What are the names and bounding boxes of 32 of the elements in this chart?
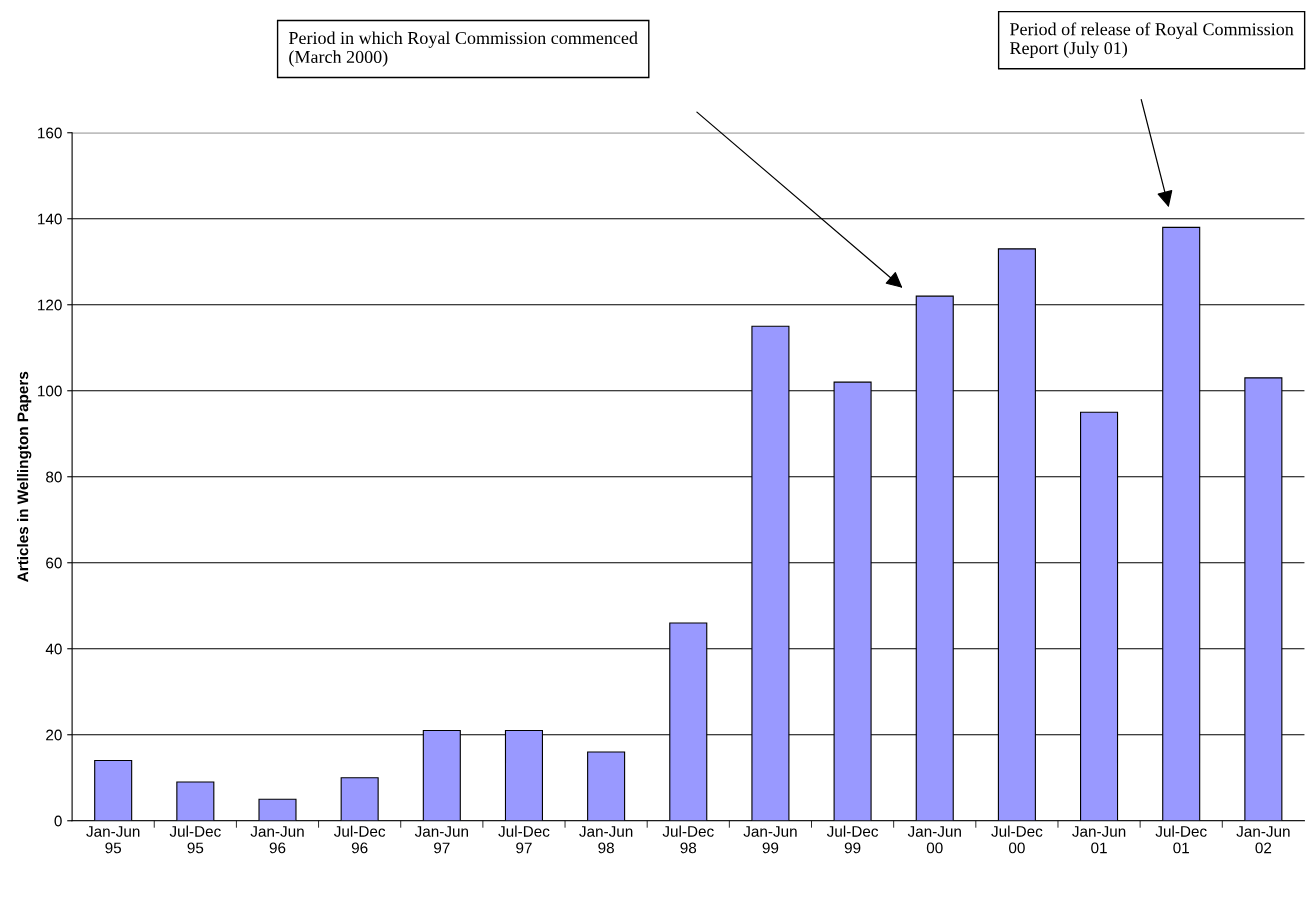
y-tick-label: 20 bbox=[46, 729, 62, 741]
y-tick-label: 60 bbox=[46, 557, 62, 569]
bar bbox=[340, 777, 379, 821]
bar bbox=[258, 798, 297, 821]
x-tick-label: Jul-Dec 97 bbox=[498, 825, 550, 854]
x-tick-label: Jan-Jun 98 bbox=[579, 826, 633, 854]
x-tick-label: Jul-Dec 95 bbox=[169, 825, 221, 854]
x-tick-label: Jan-Jun 99 bbox=[743, 826, 797, 854]
x-tick-label: Jul-Dec 00 bbox=[991, 825, 1043, 854]
x-tick-label: Jan-Jun 95 bbox=[86, 826, 140, 854]
y-tick-label: 0 bbox=[54, 815, 62, 827]
x-tick-label: Jul-Dec 96 bbox=[334, 825, 386, 854]
bar bbox=[176, 781, 215, 821]
x-tick-label: Jul-Dec 99 bbox=[826, 825, 879, 854]
x-tick-label: Jan-Jun 97 bbox=[414, 826, 468, 854]
x-tick-label: Jul-Dec 01 bbox=[1155, 825, 1207, 854]
text: Period in which Royal Commission commenced (March 2000) bbox=[288, 31, 638, 67]
y-tick-label: 100 bbox=[38, 385, 62, 397]
x-tick-label: Jan-Jun 01 bbox=[1072, 826, 1126, 854]
y-tick-label: 120 bbox=[38, 299, 62, 311]
x-tick-label: Jan-Jun 02 bbox=[1236, 826, 1290, 854]
bar bbox=[94, 760, 133, 821]
y-tick-label: 80 bbox=[46, 471, 62, 483]
bar bbox=[587, 751, 626, 821]
y-tick-label: 140 bbox=[38, 213, 62, 225]
x-tick-label: Jan-Jun 00 bbox=[907, 826, 961, 854]
x-tick-label: Jan-Jun 96 bbox=[250, 826, 304, 854]
text: Period of release of Royal Commission Report (July 01) bbox=[1009, 22, 1294, 58]
y-tick-label: 40 bbox=[45, 643, 62, 655]
y-tick-label: 160 bbox=[38, 127, 62, 139]
y-axis-title: Articles in Wellington Papers bbox=[17, 371, 32, 582]
x-tick-label: Jul-Dec 98 bbox=[662, 825, 714, 854]
